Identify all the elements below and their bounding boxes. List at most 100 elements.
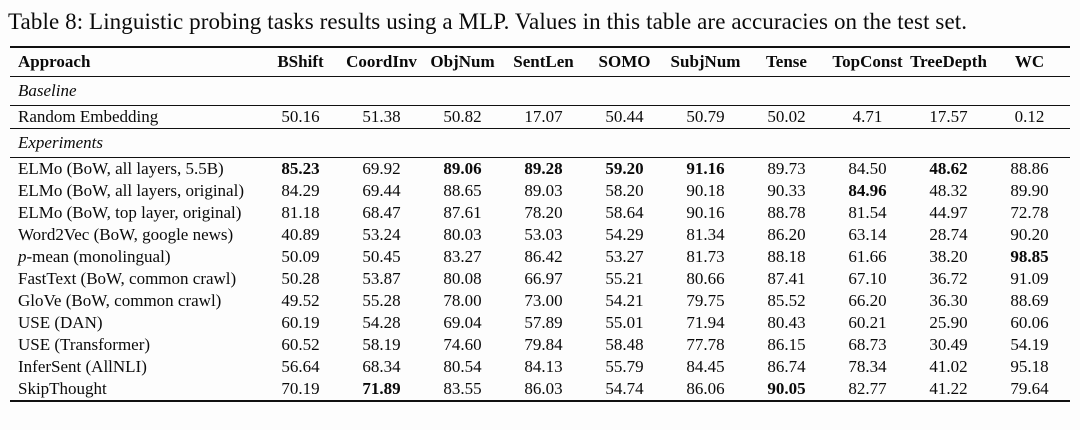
value-cell: 78.00 (443, 291, 482, 311)
column-header-tense: Tense (746, 47, 827, 78)
column-header-objnum: ObjNum (422, 47, 503, 78)
approach-label: USE (Transformer) (18, 335, 151, 355)
table-row-fasttext-bow-common-crawl: FastText (BoW, common crawl) 50.28 53.87 80… (10, 268, 1070, 290)
value-cell: 80.08 (443, 269, 482, 289)
value-cell: 61.66 (848, 247, 887, 267)
value-cell: 56.64 (281, 357, 320, 377)
value-cell: 50.44 (605, 107, 644, 127)
value-cell: 91.09 (1010, 269, 1049, 289)
value-cell: 49.52 (281, 291, 320, 311)
value-cell: 66.97 (524, 269, 563, 289)
value-cell: 91.16 (686, 159, 725, 179)
value-cell: 88.65 (443, 181, 482, 201)
value-cell: 60.21 (848, 313, 887, 333)
approach-label: SkipThought (18, 379, 107, 399)
value-cell: 50.82 (443, 107, 482, 127)
value-cell: 86.20 (767, 225, 806, 245)
value-cell: 70.19 (281, 379, 320, 399)
value-cell: 17.57 (929, 107, 968, 127)
value-cell: 83.55 (443, 379, 482, 399)
value-cell: 80.03 (443, 225, 482, 245)
value-cell: 60.19 (281, 313, 320, 333)
value-cell: 53.03 (524, 225, 563, 245)
table-row-glove-bow-common-crawl: GloVe (BoW, common crawl) 49.52 55.28 78.00… (10, 290, 1070, 312)
value-cell: 86.06 (686, 379, 725, 399)
value-cell: 54.21 (605, 291, 644, 311)
value-cell: 54.29 (605, 225, 644, 245)
value-cell: 40.89 (281, 225, 320, 245)
section-row-experiments: Experiments (10, 128, 1070, 159)
column-header-subjnum: SubjNum (665, 47, 746, 78)
column-header-topconst: TopConst (827, 47, 908, 78)
value-cell: 86.03 (524, 379, 563, 399)
value-cell: 81.34 (686, 225, 725, 245)
section-label: Baseline (10, 76, 1070, 107)
value-cell: 90.16 (686, 203, 725, 223)
value-cell: 81.18 (281, 203, 320, 223)
value-cell: 68.73 (848, 335, 887, 355)
column-header-coordinv: CoordInv (341, 47, 422, 78)
value-cell: 88.78 (767, 203, 806, 223)
value-cell: 89.73 (767, 159, 806, 179)
value-cell: 84.29 (281, 181, 320, 201)
table-row-random-embedding: Random Embedding 50.16 51.38 50.82 17.07 50.4… (10, 106, 1070, 129)
value-cell: 88.69 (1010, 291, 1049, 311)
value-cell: 82.77 (848, 379, 887, 399)
value-cell: 90.20 (1010, 225, 1049, 245)
value-cell: 80.54 (443, 357, 482, 377)
value-cell: 79.64 (1010, 379, 1049, 399)
table-row-word2vec-bow-google-news: Word2Vec (BoW, google news) 40.89 53.24 80.… (10, 224, 1070, 246)
value-cell: 87.61 (443, 203, 482, 223)
value-cell: 83.27 (443, 247, 482, 267)
value-cell: 4.71 (852, 107, 883, 127)
value-cell: 63.14 (848, 225, 887, 245)
value-cell: 25.90 (929, 313, 968, 333)
value-cell: 50.09 (281, 247, 320, 267)
value-cell: 50.16 (281, 107, 320, 127)
value-cell: 30.49 (929, 335, 968, 355)
value-cell: 67.10 (848, 269, 887, 289)
table-row-use-transformer: USE (Transformer) 60.52 58.19 74.60 79.84 58.… (10, 334, 1070, 356)
approach-label: GloVe (BoW, common crawl) (18, 291, 222, 311)
value-cell: 84.13 (524, 357, 563, 377)
table-row-use-dan: USE (DAN) 60.19 54.28 69.04 57.89 55.01 71.94 8… (10, 312, 1070, 334)
value-cell: 53.24 (362, 225, 401, 245)
value-cell: 60.06 (1010, 313, 1049, 333)
value-cell: 55.21 (605, 269, 644, 289)
value-cell: 58.19 (362, 335, 401, 355)
value-cell: 48.62 (929, 159, 968, 179)
value-cell: 55.79 (605, 357, 644, 377)
value-cell: 58.64 (605, 203, 644, 223)
value-cell: 60.52 (281, 335, 320, 355)
value-cell: 41.02 (929, 357, 968, 377)
value-cell: 86.74 (767, 357, 806, 377)
table-row-elmo-bow-top-layer-original: ELMo (BoW, top layer, original) 81.18 68.4… (10, 202, 1070, 224)
value-cell: 79.84 (524, 335, 563, 355)
value-cell: 69.92 (362, 159, 401, 179)
value-cell: 71.89 (362, 379, 401, 399)
value-cell: 58.20 (605, 181, 644, 201)
value-cell: 50.02 (767, 107, 806, 127)
value-cell: 73.00 (524, 291, 563, 311)
value-cell: 81.54 (848, 203, 887, 223)
value-cell: 50.28 (281, 269, 320, 289)
approach-label: ELMo (BoW, all layers, original) (18, 181, 244, 201)
column-header-approach: Approach (10, 47, 260, 78)
value-cell: 77.78 (686, 335, 725, 355)
approach-label: ELMo (BoW, all layers, 5.5B) (18, 159, 224, 179)
value-cell: 72.78 (1010, 203, 1049, 223)
value-cell: 88.86 (1010, 159, 1049, 179)
value-cell: 55.28 (362, 291, 401, 311)
table-row-p-mean-monolingual: p-mean (monolingual) 50.09 50.45 83.27 86.42… (10, 246, 1070, 268)
value-cell: 79.75 (686, 291, 725, 311)
value-cell: 78.34 (848, 357, 887, 377)
value-cell: 89.90 (1010, 181, 1049, 201)
approach-label: FastText (BoW, common crawl) (18, 269, 237, 289)
value-cell: 95.18 (1010, 357, 1049, 377)
approach-label: USE (DAN) (18, 313, 103, 333)
value-cell: 85.52 (767, 291, 806, 311)
section-row-baseline: Baseline (10, 76, 1070, 107)
approach-label: InferSent (AllNLI) (18, 357, 147, 377)
value-cell: 69.44 (362, 181, 401, 201)
approach-label: Random Embedding (18, 107, 159, 127)
